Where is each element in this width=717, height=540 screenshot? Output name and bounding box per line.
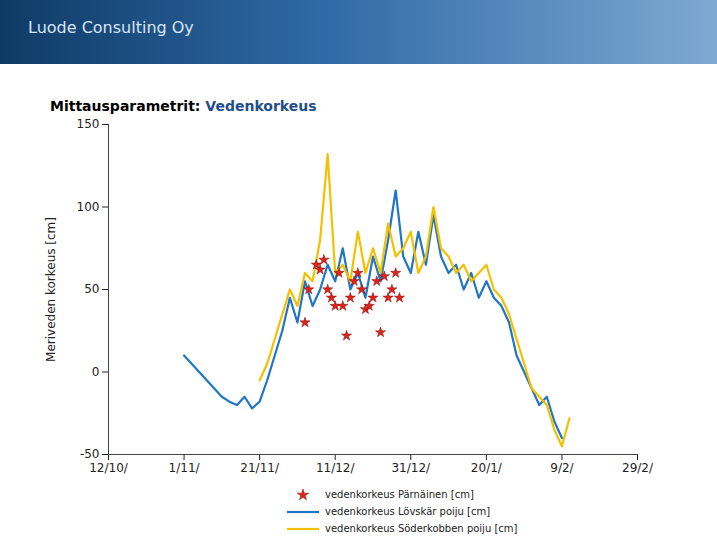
svg-text:Meriveden korkeus [cm]: Meriveden korkeus [cm] <box>44 217 58 362</box>
svg-text:0: 0 <box>92 365 100 379</box>
html-text:Mittausparametrit: Vedenkorkeu: Mittausparametrit: Vedenkorkeus <box>50 98 317 114</box>
svg-text:150: 150 <box>77 117 100 131</box>
svg-text:12/10/: 12/10/ <box>89 461 129 475</box>
html-text:vedenkorkeus Lövskär poiju [cm: vedenkorkeus Lövskär poiju [cm] <box>325 506 491 517</box>
svg-text:100: 100 <box>77 200 100 214</box>
svg-text:21/11/: 21/11/ <box>240 461 280 475</box>
svg-text:20/1/: 20/1/ <box>471 461 503 475</box>
svg-text:11/12/: 11/12/ <box>316 461 356 475</box>
html-text:vedenkorkeus Pärnäinen [cm]: vedenkorkeus Pärnäinen [cm] <box>325 489 474 500</box>
html-text:vedenkorkeus Söderkobben poiju: vedenkorkeus Söderkobben poiju [cm] <box>325 523 518 534</box>
svg-text:31/12/: 31/12/ <box>391 461 431 475</box>
svg-text:1/11/: 1/11/ <box>169 461 201 475</box>
html-text:Luode Consulting Oy: Luode Consulting Oy <box>28 18 194 37</box>
svg-text:-50: -50 <box>80 447 100 461</box>
svg-text:50: 50 <box>84 282 99 296</box>
svg-text:9/2/: 9/2/ <box>550 461 574 475</box>
svg-text:29/2/: 29/2/ <box>622 461 654 475</box>
